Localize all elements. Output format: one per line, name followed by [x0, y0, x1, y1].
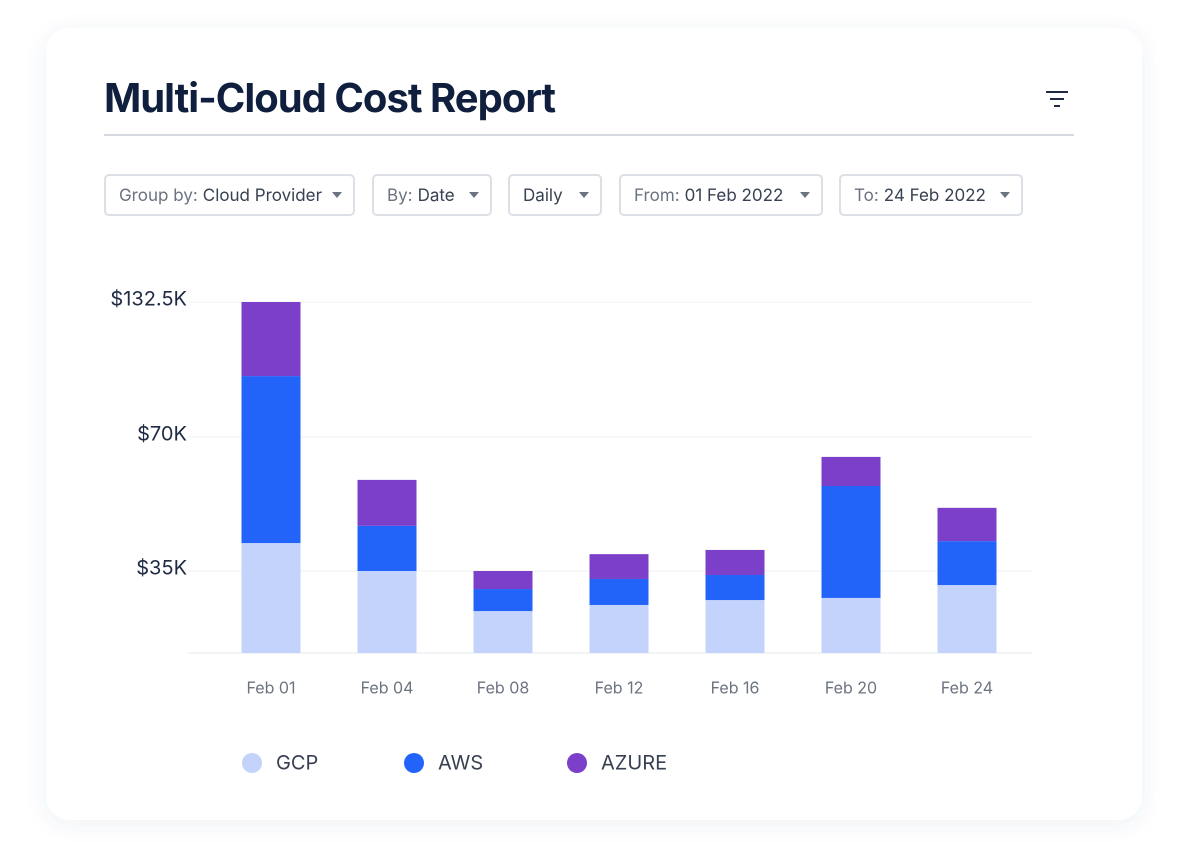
- dropdown-caret: [800, 192, 810, 198]
- x-tick-label: Feb 08: [477, 677, 529, 697]
- bar-segment: [821, 597, 881, 653]
- legend-label: AWS: [438, 750, 483, 774]
- chart-title: Multi-Cloud Cost Report: [104, 73, 555, 122]
- dropdown-label: Group by:: [119, 186, 198, 206]
- dropdown-value: 01 Feb 2022: [685, 186, 784, 206]
- bar-segment: [589, 554, 649, 579]
- y-tick-label: $70K: [137, 421, 187, 445]
- legend-label: GCP: [276, 750, 318, 774]
- x-tick-label: Feb 04: [361, 677, 414, 697]
- dropdown-caret: [332, 192, 342, 198]
- dropdown-text: Daily: [523, 186, 563, 206]
- x-tick-label: Feb 12: [595, 677, 644, 697]
- bar-segment: [241, 376, 301, 544]
- filter-icon[interactable]: [1046, 91, 1068, 107]
- dropdown[interactable]: [372, 174, 492, 216]
- bar-segment: [473, 611, 533, 653]
- dropdown[interactable]: [104, 174, 355, 216]
- dropdown-value: Date: [418, 186, 455, 206]
- card: [46, 28, 1142, 820]
- legend-swatch: [404, 753, 424, 773]
- dropdown[interactable]: [508, 174, 602, 216]
- bar-segment: [241, 302, 301, 377]
- bar-segment: [589, 578, 649, 605]
- dropdown-text: To: 24 Feb 2022: [854, 186, 986, 206]
- x-tick-label: Feb 01: [246, 677, 295, 697]
- dropdown[interactable]: [619, 174, 823, 216]
- dropdown-label: By:: [387, 186, 413, 206]
- bar-segment: [589, 604, 649, 653]
- bar-segment: [357, 571, 417, 653]
- legend-label: AZURE: [601, 750, 667, 774]
- bar-segment: [705, 574, 765, 601]
- bar-segment: [473, 571, 533, 590]
- bar-segment: [357, 525, 417, 571]
- y-tick-label: $35K: [136, 555, 187, 579]
- y-tick-label: $132.5K: [110, 286, 187, 310]
- dropdown-value: 24 Feb 2022: [884, 186, 986, 206]
- bar-segment: [473, 589, 533, 612]
- x-tick-label: Feb 20: [825, 677, 877, 697]
- dropdown-value: Cloud Provider: [203, 186, 323, 206]
- bar-segment: [821, 486, 881, 598]
- bar-segment: [357, 479, 417, 526]
- dropdown-caret: [469, 192, 479, 198]
- dropdown-text: By: Date: [387, 186, 455, 206]
- dropdown-text: From: 01 Feb 2022: [634, 186, 783, 206]
- x-tick-label: Feb 16: [711, 677, 760, 697]
- bar-segment: [937, 507, 997, 542]
- dropdown-caret: [579, 192, 589, 198]
- dropdown-caret: [1000, 192, 1010, 198]
- dropdown[interactable]: [839, 174, 1023, 216]
- bar-segment: [937, 541, 997, 586]
- x-tick-label: Feb 24: [941, 677, 993, 697]
- bar-segment: [705, 549, 765, 575]
- dropdown-label: To:: [854, 186, 879, 206]
- bar-segment: [241, 543, 301, 653]
- dropdown-text: Group by: Cloud Provider: [119, 186, 323, 206]
- bar-segment: [705, 600, 765, 653]
- dropdown-label: From:: [634, 186, 680, 206]
- bar-segment: [821, 456, 881, 487]
- legend-swatch: [567, 753, 587, 773]
- bar-segment: [937, 585, 997, 653]
- legend-swatch: [242, 753, 262, 773]
- dropdown-value: Daily: [523, 186, 563, 206]
